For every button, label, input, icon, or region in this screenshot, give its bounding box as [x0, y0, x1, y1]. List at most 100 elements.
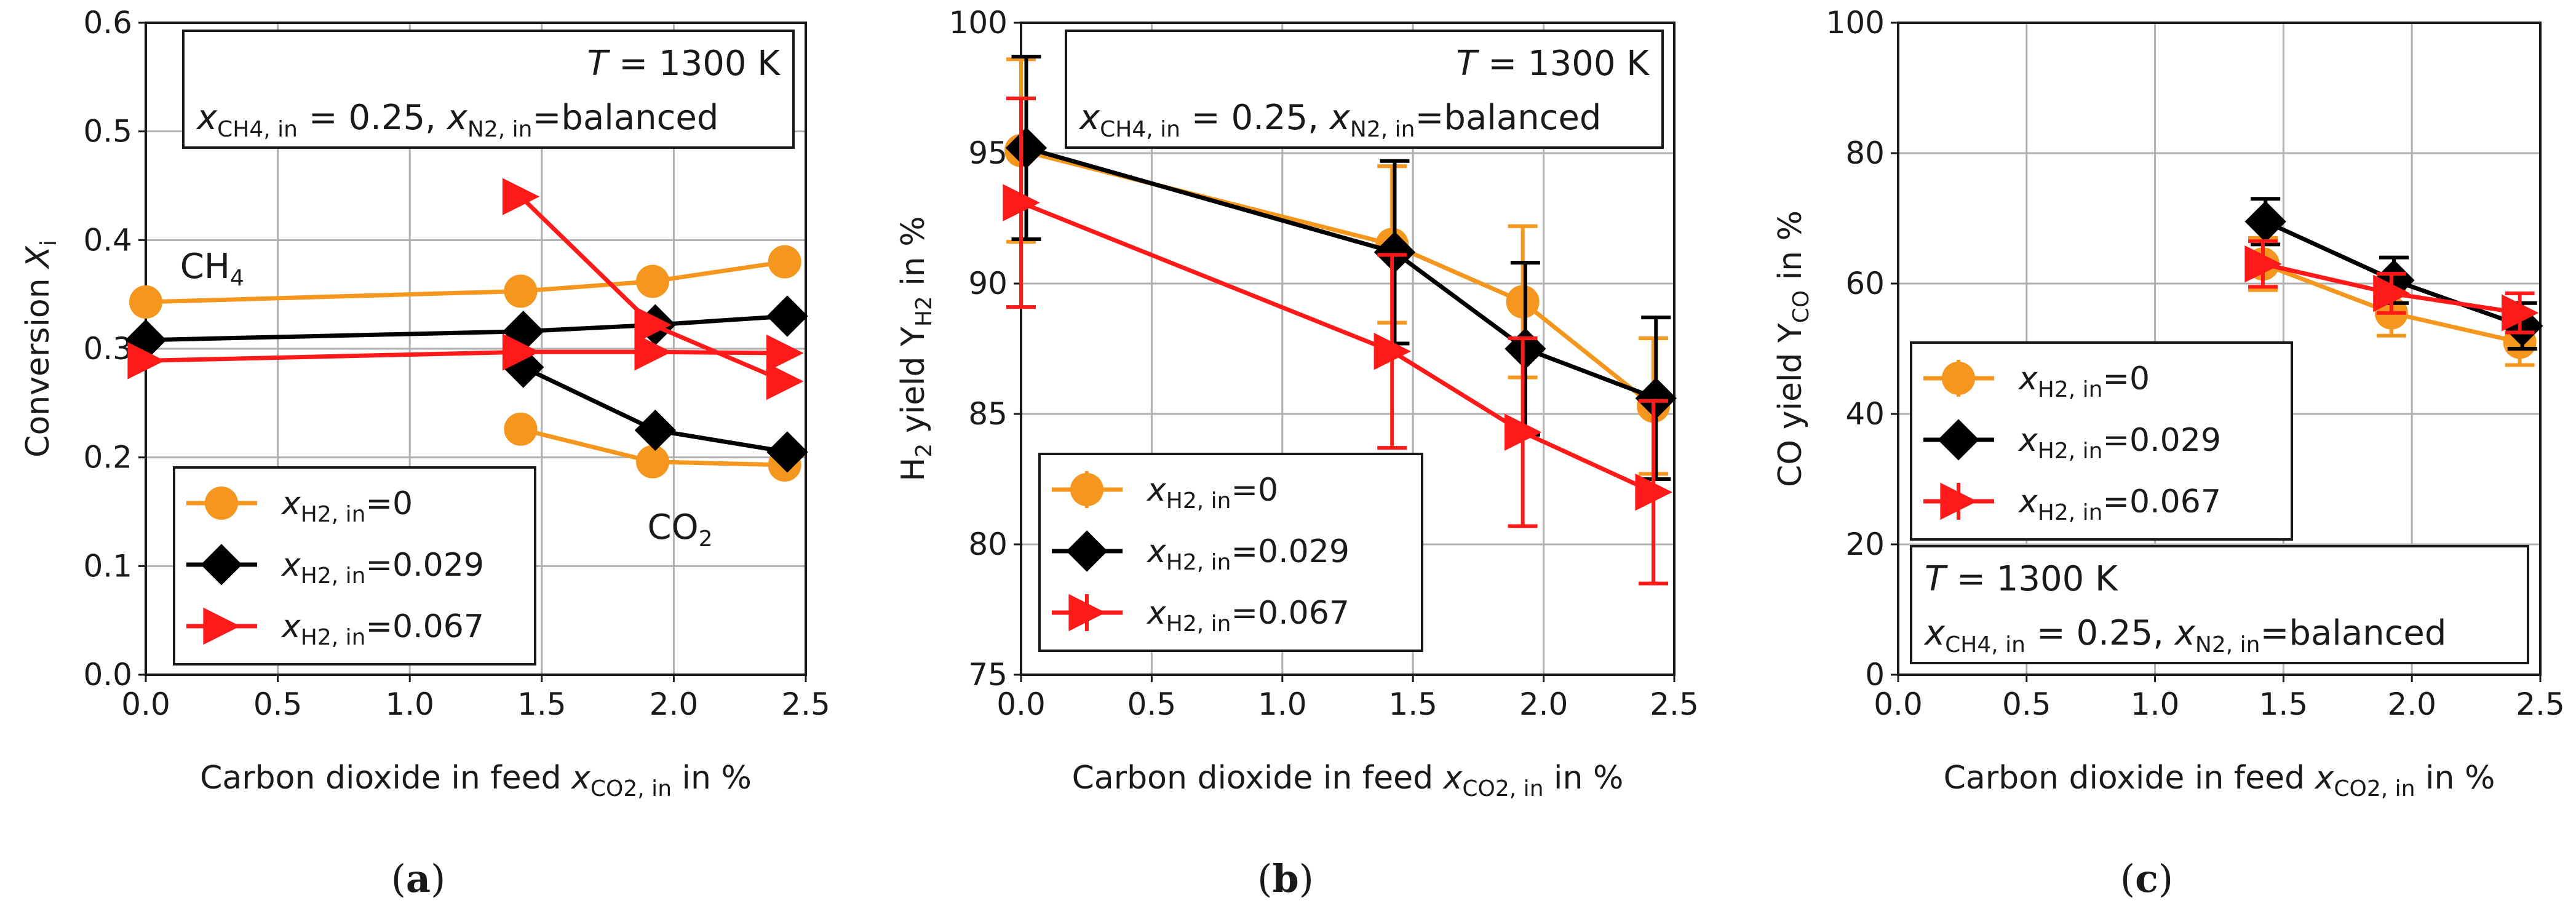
data-point — [1635, 377, 1677, 419]
x-tick-label: 2.5 — [1650, 686, 1699, 722]
legend-marker — [1940, 482, 1978, 520]
legend-item: xH2, in=0 — [186, 485, 413, 527]
y-tick-label: 0.6 — [83, 5, 132, 41]
y-tick-label: 95 — [968, 135, 1008, 171]
legend-item: xH2, in=0.067 — [186, 607, 484, 650]
legend-marker — [1938, 419, 1979, 461]
y-tick-label: 40 — [1845, 396, 1885, 432]
x-axis-label: Carbon dioxide in feed xCO2, in​ in % — [1944, 760, 2495, 801]
plot-area — [2244, 197, 2543, 367]
y-axis-label: CO yield YCO​ in % — [1772, 210, 1814, 487]
legend: xH2, in=0 xH2, in=0.029 xH2, in=0.067 — [173, 466, 536, 666]
data-point — [504, 274, 538, 308]
axes-frame — [1020, 22, 1676, 676]
series-line — [145, 314, 788, 343]
chart-panel-b: 0.0 0.5 1.0 1.5 2.0 2.5 75 80 85 90 95 100 Carbon di… — [895, 5, 1699, 901]
y-tick-label: 0.1 — [83, 548, 132, 584]
legend-item: xH2, in=0.067 — [1923, 482, 2221, 525]
data-point — [1005, 127, 1047, 169]
x-tick-label: 0.5 — [2002, 686, 2051, 722]
data-point — [1506, 285, 1540, 319]
data-point — [634, 306, 672, 344]
x-tick-label: 1.5 — [2259, 686, 2308, 722]
x-tick-label: 1.0 — [1258, 686, 1307, 722]
data-point — [636, 264, 670, 298]
annotation-co2: CO2 — [647, 507, 712, 552]
chart-panel-c: 0.0 0.5 1.0 1.5 2.0 2.5 0 20 40 60 80 100 Carbon dio… — [1772, 5, 2565, 901]
x-tick-label: 2.5 — [2516, 686, 2565, 722]
y-tick-label: 100 — [949, 5, 1008, 41]
data-point — [766, 295, 808, 337]
y-tick-label: 0.4 — [83, 222, 132, 258]
legend-marker — [205, 487, 238, 520]
data-point — [502, 178, 540, 215]
x-axis-label: Carbon dioxide in feed xCO2, in​ in % — [200, 760, 752, 801]
data-point — [1373, 333, 1412, 370]
series-diamond — [1005, 55, 1677, 481]
data-point — [1003, 184, 1040, 221]
legend-marker — [1066, 530, 1108, 572]
data-point — [2244, 201, 2286, 242]
legend-label: xH2, in=0.067 — [2017, 483, 2221, 525]
plot-area — [1003, 55, 1677, 586]
text-label: H2​ yield YH2​ in % — [895, 216, 937, 481]
conditions-box: T = 1300 K xCH4, in = 0.25, xN2, in=balan… — [182, 30, 795, 149]
data-point — [1635, 473, 1672, 511]
legend-marker — [1942, 362, 1975, 395]
data-point — [1505, 413, 1542, 451]
conditions-box-frame — [182, 30, 795, 149]
x-tick-label: 2.5 — [781, 686, 830, 722]
x-tick-label: 2.0 — [1519, 686, 1568, 722]
series-line — [145, 260, 785, 304]
x-tick-label: 2.0 — [2387, 686, 2436, 722]
data-point — [634, 409, 677, 451]
x-tick-label: 0.0 — [121, 686, 170, 722]
x-tick-label: 0.5 — [253, 686, 303, 722]
y-axis-label: Conversion Xi​ — [20, 240, 62, 458]
series-triangle-right — [2244, 239, 2539, 335]
x-tick-label: 0.5 — [1127, 686, 1177, 722]
legend-item: xH2, in=0.029 — [186, 544, 484, 589]
legend-label: xH2, in=0.029 — [2017, 422, 2221, 464]
legend-marker — [203, 607, 241, 645]
series-triangle-right — [502, 178, 804, 400]
conditions-box: T = 1300 K xCH4, in = 0.25, xN2, in=balan… — [1065, 30, 1664, 149]
data-point — [127, 342, 165, 379]
condition-feed: xCH4, in = 0.25, xN2, in=balanced — [1923, 613, 2446, 658]
data-point — [1505, 328, 1546, 370]
y-tick-label: 0.2 — [83, 440, 132, 475]
data-point — [504, 412, 538, 446]
y-tick-label: 0.5 — [83, 114, 132, 149]
legend: xH2, in=0 xH2, in=0.029 xH2, in=0.067 — [1038, 453, 1423, 652]
y-axis-label: H2​ yield YH2​ in % — [895, 216, 937, 481]
text-label: Conversion Xi​ — [20, 240, 62, 458]
axes-frame — [1897, 22, 2542, 676]
series-triangle-right — [127, 333, 804, 379]
x-tick-label: 2.0 — [650, 686, 699, 722]
y-tick-label: 0.3 — [83, 331, 132, 367]
legend-item: xH2, in=0 — [1923, 360, 2150, 402]
series-circle — [129, 245, 801, 319]
series-line — [1020, 201, 1655, 495]
y-tick-label: 20 — [1845, 527, 1885, 562]
legend: xH2, in=0 xH2, in=0.029 xH2, in=0.067 — [1910, 341, 2293, 541]
condition-feed: xCH4, in = 0.25, xN2, in=balanced — [196, 98, 718, 142]
data-point — [2501, 294, 2539, 332]
x-tick-label: 0.0 — [1874, 686, 1923, 722]
x-axis-label: Carbon dioxide in feed xCO2, in​ in % — [1072, 760, 1624, 801]
y-tick-label: 100 — [1826, 5, 1885, 41]
text-label: CO yield YCO​ in % — [1772, 210, 1814, 487]
y-tick-label: 85 — [968, 396, 1008, 432]
data-point — [1373, 231, 1416, 273]
data-point — [766, 334, 804, 372]
panel-label: (c) — [2120, 856, 2173, 901]
legend-label: xH2, in=0.029 — [1146, 533, 1350, 575]
x-tick-label: 1.0 — [2131, 686, 2180, 722]
legend-marker — [1068, 594, 1106, 632]
legend-item: xH2, in=0.067 — [1052, 594, 1350, 637]
legend-label: xH2, in=0 — [1146, 472, 1278, 514]
x-tick-label: 1.5 — [517, 686, 566, 722]
legend-item: xH2, in=0 — [1052, 471, 1278, 514]
legend-item: xH2, in=0.029 — [1923, 419, 2221, 464]
y-tick-label: 80 — [1845, 135, 1885, 171]
